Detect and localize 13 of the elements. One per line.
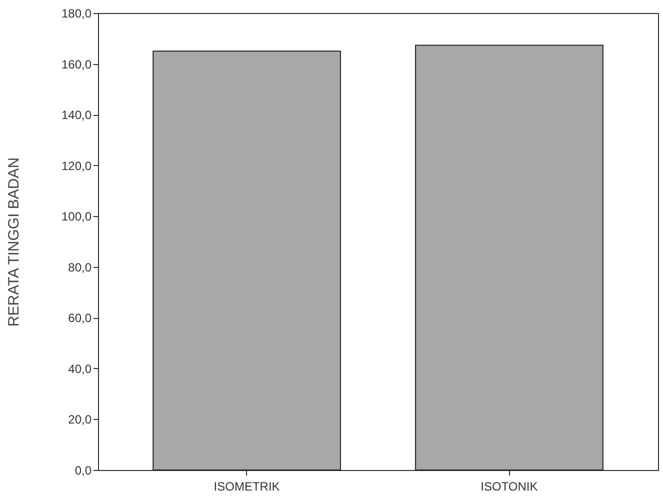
x-tick-label: ISOTONIK bbox=[480, 480, 538, 494]
y-tick-label: 180,0 bbox=[61, 6, 92, 20]
y-tick-label: 160,0 bbox=[61, 57, 92, 72]
y-tick-label: 40,0 bbox=[68, 362, 92, 376]
y-axis-title: RERATA TINGGI BADAN bbox=[5, 157, 22, 327]
y-tick-label: 100,0 bbox=[61, 210, 92, 224]
x-tick-label: ISOMETRIK bbox=[214, 480, 280, 494]
y-tick-label: 80,0 bbox=[68, 260, 92, 274]
y-tick-label: 120,0 bbox=[61, 158, 92, 173]
y-tick-label: 60,0 bbox=[68, 311, 92, 326]
y-tick-label: 20,0 bbox=[68, 412, 92, 427]
y-tick-label: 0,0 bbox=[74, 464, 92, 478]
y-tick-label: 140,0 bbox=[61, 108, 92, 122]
